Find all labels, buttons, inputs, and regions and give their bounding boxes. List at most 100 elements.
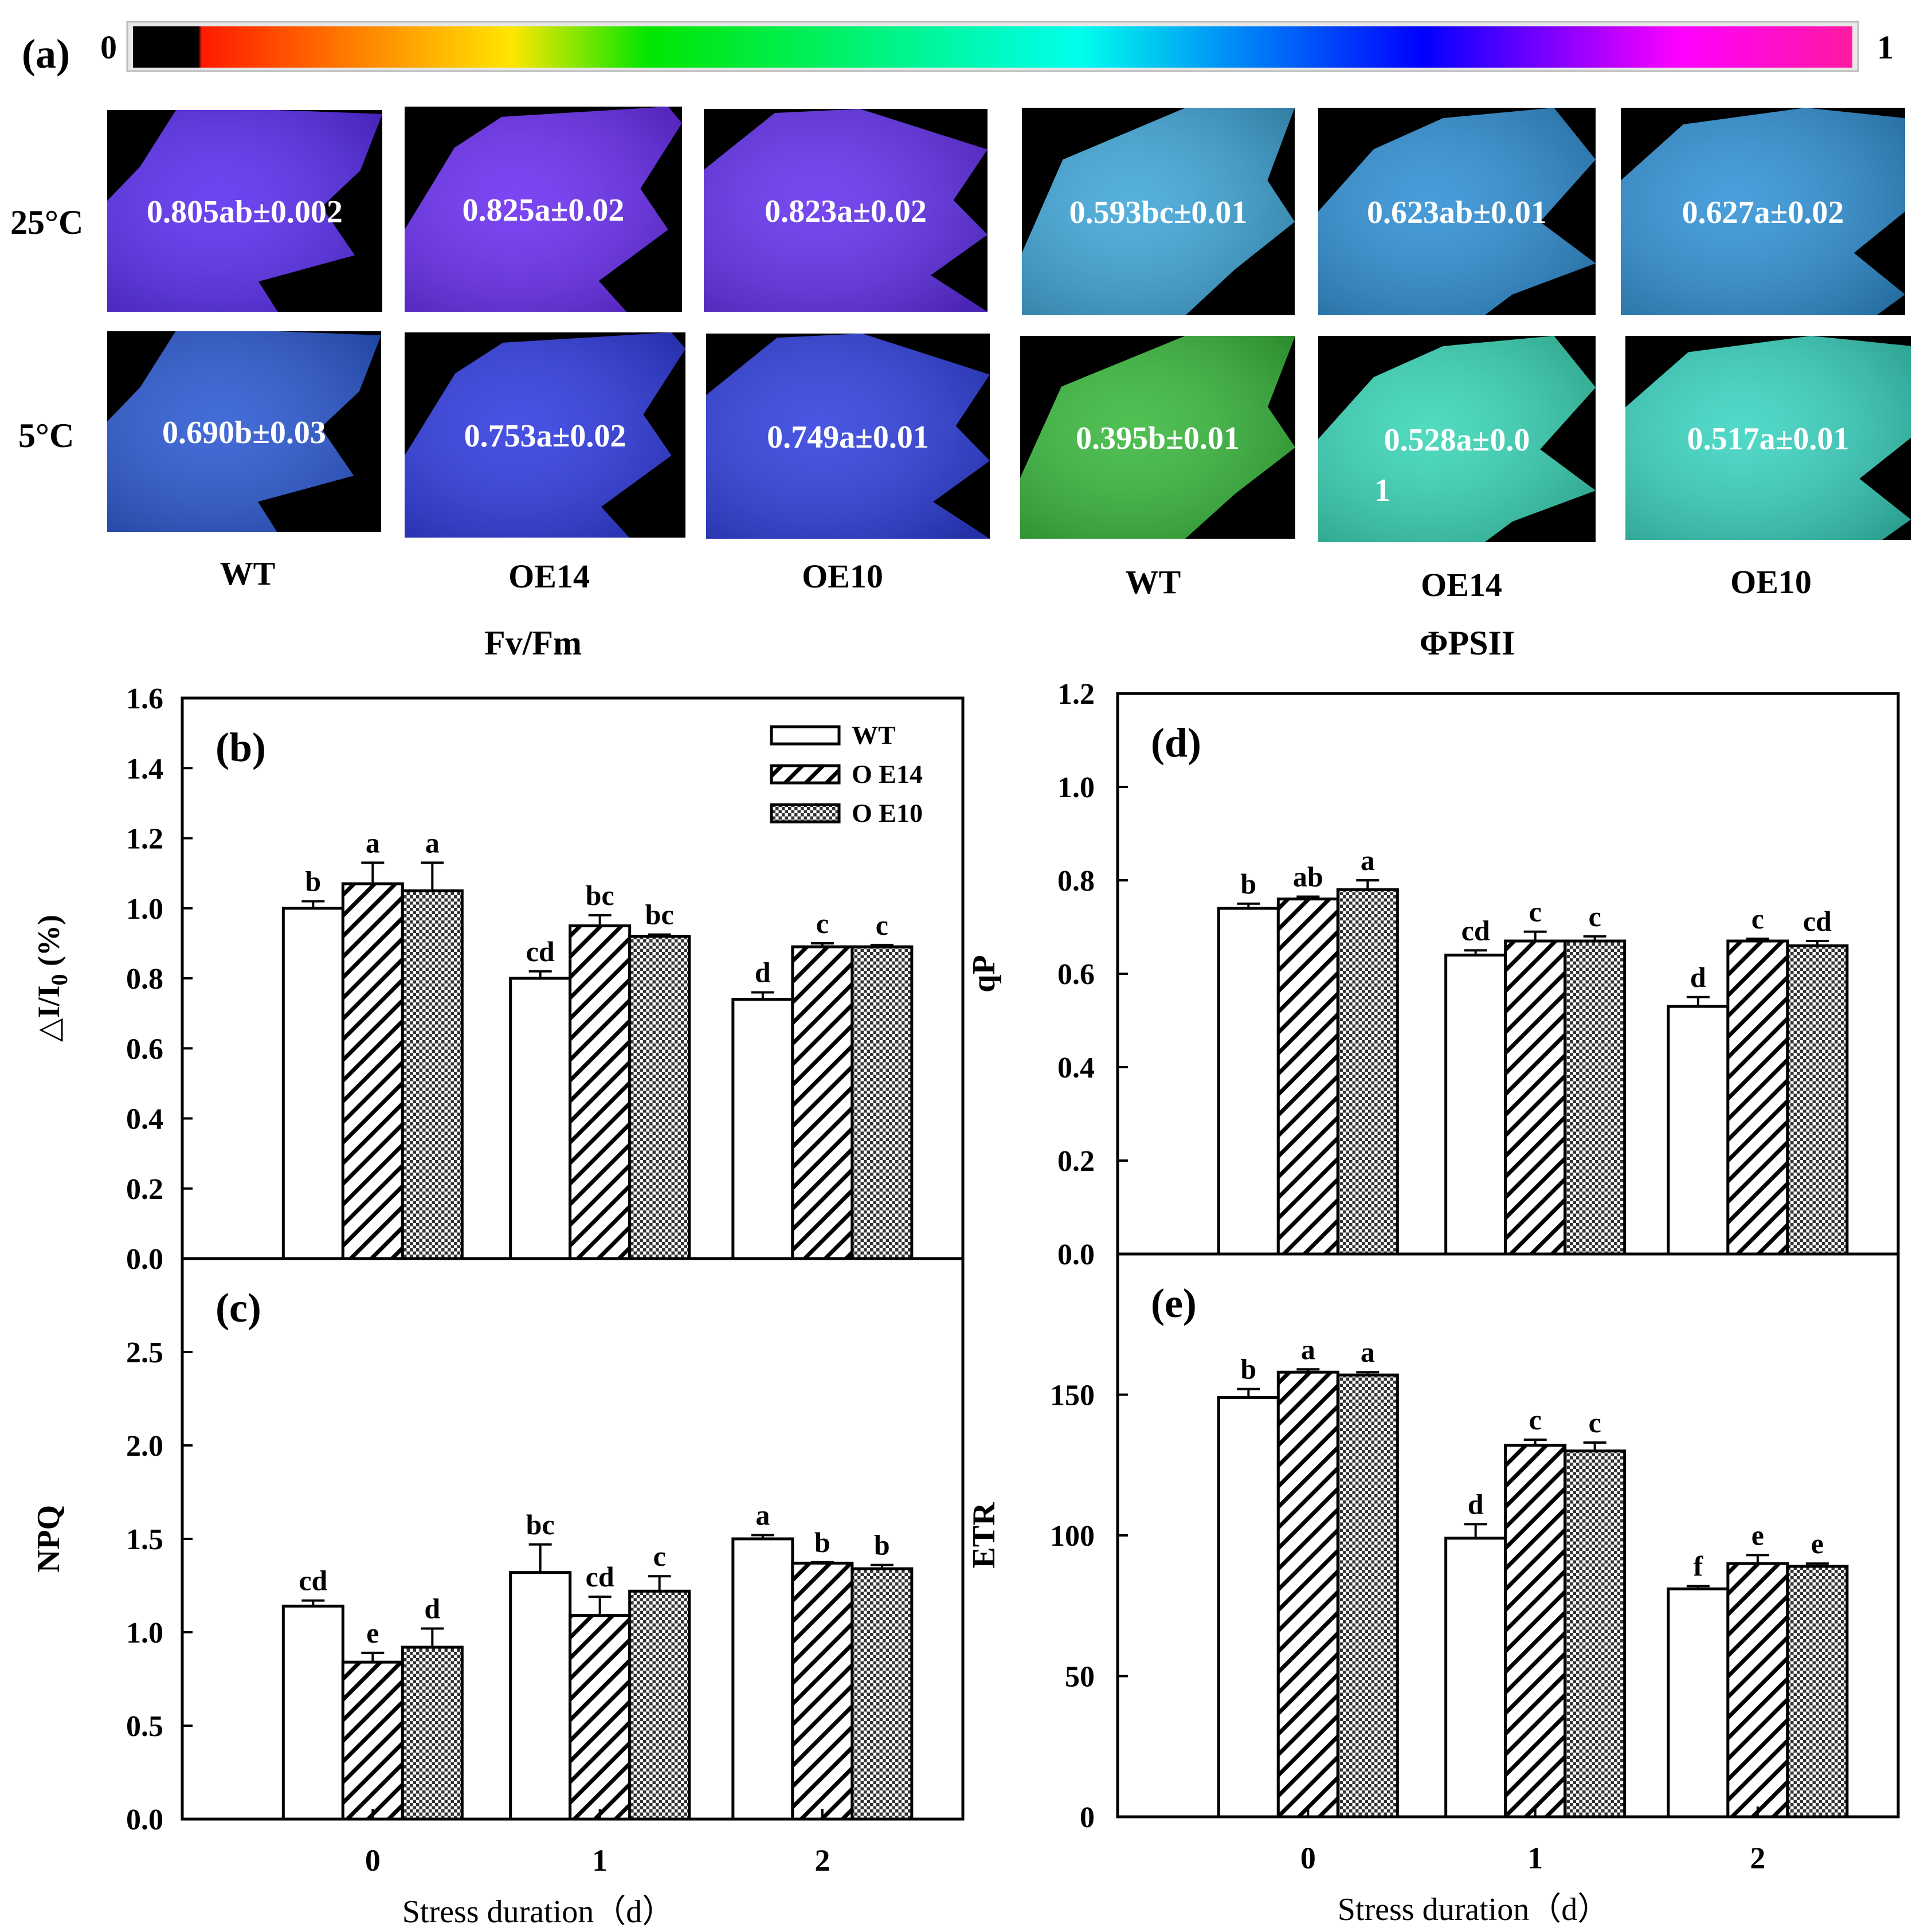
significance-letter: cd — [1461, 914, 1490, 946]
bar-oe10-day2 — [851, 1567, 914, 1821]
x-tick-label: 2 — [1750, 1841, 1765, 1875]
significance-letter: c — [1529, 1404, 1542, 1436]
col-label-oe14-phipsii: OE14 — [1421, 566, 1502, 603]
y-tick-label: 2.0 — [126, 1430, 163, 1463]
leaf-value-label: 0.749a±0.01 — [767, 420, 929, 455]
bar-wt-day0 — [281, 1604, 344, 1821]
y-tick-label: 1.0 — [1057, 771, 1095, 804]
row-label-5c: 5°C — [18, 417, 74, 454]
y-axis-label-subscript: 0 — [46, 974, 72, 985]
significance-letter: c — [1589, 900, 1601, 932]
bar-oe10-day2 — [851, 945, 914, 1260]
panel-a-label: (a) — [22, 31, 70, 77]
leaf-image-phipsii-5-2: 0.517a±0.01 — [1625, 336, 1911, 540]
y-axis-label: △I/I0 (%) — [32, 915, 72, 1042]
bar-wt-day2 — [731, 1537, 794, 1821]
group-title-fvfm: Fv/Fm — [484, 624, 582, 662]
y-axis-label: qP — [966, 955, 1002, 992]
bar-oe14-day2 — [791, 945, 854, 1260]
bar-oe10-day0 — [401, 889, 464, 1260]
bar-oe14-day1 — [1504, 939, 1567, 1256]
y-tick-label: 0.2 — [1057, 1145, 1095, 1178]
bar-wt-day0 — [1217, 1396, 1280, 1819]
chart-panel-b: 0.0 0.2 0.4 0.6 0.8 1.0 1.2 1.4 1.6 △I/I0 (%) (b) b… — [32, 683, 965, 1276]
significance-letter: a — [1361, 1336, 1375, 1368]
y-tick-label: 0 — [1080, 1801, 1095, 1834]
y-tick-label: 0.6 — [1057, 958, 1095, 991]
colorbar: (a) 0 1 — [22, 21, 1894, 77]
leaf-shading — [1022, 108, 1295, 315]
significance-letter: a — [425, 826, 440, 859]
leaf-value-label: 0.690b±0.03 — [162, 415, 326, 450]
significance-letter: b — [1240, 1353, 1256, 1385]
panel-label: (c) — [215, 1285, 261, 1331]
bar-oe10-day0 — [1336, 1373, 1399, 1819]
y-tick-label: 1.2 — [126, 823, 163, 856]
leaf-image-fvfm-25-2: 0.823a±0.02 — [704, 109, 988, 312]
y-tick-label: 0.0 — [126, 1243, 163, 1276]
leaf-value-label: 0.528a±0.0 — [1384, 422, 1530, 458]
legend-label: O E14 — [852, 759, 923, 789]
bar-oe10-day1 — [1564, 1449, 1627, 1819]
bar-oe10-day1 — [1564, 939, 1627, 1256]
col-label-wt-phipsii: WT — [1126, 563, 1181, 601]
significance-letter: f — [1694, 1550, 1704, 1582]
bar-oe14-day1 — [1504, 1444, 1567, 1819]
legend-label: O E10 — [852, 798, 923, 828]
panel-label: (e) — [1151, 1280, 1197, 1326]
significance-letter: bc — [586, 879, 614, 911]
leaf-value-label: 0.805ab±0.002 — [147, 194, 343, 230]
significance-letter: cd — [299, 1565, 327, 1597]
leaf-image-phipsii-25-0: 0.593bc±0.01 — [1022, 108, 1295, 315]
leaf-value-label: 0.627a±0.02 — [1682, 195, 1844, 230]
leaf-shading — [704, 109, 988, 312]
significance-letter: c — [1589, 1406, 1601, 1439]
y-tick-label: 1.2 — [1057, 678, 1095, 711]
significance-letter: c — [1751, 903, 1764, 935]
significance-letter: b — [874, 1529, 890, 1561]
col-label-oe10-fvfm: OE10 — [802, 558, 883, 595]
significance-letter: d — [1690, 961, 1706, 993]
y-axis-label: ETR — [966, 1502, 1002, 1569]
leaf-image-grid: 25°C 5°C WT OE14 OE10 WT OE14 OE10 Fv/Fm… — [10, 107, 1911, 662]
leaf-shading — [107, 331, 381, 532]
significance-letter: b — [305, 865, 321, 898]
leaf-image-phipsii-5-0: 0.395b±0.01 — [1020, 336, 1295, 539]
panel-label: (d) — [1151, 720, 1201, 766]
group-title-phipsii: ΦPSII — [1420, 624, 1515, 662]
x-axis-label: Stress duration（d） — [1338, 1892, 1609, 1927]
bar-oe10-day0 — [401, 1645, 464, 1821]
y-tick-label: 0.8 — [126, 963, 163, 996]
bar-wt-day1 — [509, 977, 572, 1260]
y-tick-label: 1.4 — [126, 753, 163, 785]
y-tick-label: 0.4 — [126, 1103, 163, 1136]
row-label-25c: 25°C — [10, 203, 83, 241]
legend-swatch — [770, 764, 841, 785]
leaf-value-label: 0.825a±0.02 — [463, 193, 625, 228]
leaf-image-phipsii-25-1: 0.623ab±0.01 — [1318, 108, 1596, 315]
col-label-oe14-fvfm: OE14 — [508, 558, 590, 595]
y-tick-label: 0.8 — [1057, 865, 1095, 898]
leaf-shading — [405, 107, 682, 312]
bar-wt-day2 — [1667, 1587, 1730, 1819]
bar-oe10-day1 — [628, 935, 691, 1260]
significance-letter: c — [653, 1540, 666, 1572]
y-tick-label: 100 — [1050, 1520, 1095, 1553]
y-tick-label: 1.0 — [126, 1617, 163, 1649]
significance-letter: bc — [526, 1508, 555, 1541]
significance-letter: d — [755, 956, 771, 988]
significance-letter: cd — [526, 935, 555, 967]
panel-label: (b) — [215, 724, 266, 770]
significance-letter: e — [1811, 1527, 1824, 1559]
leaf-value-label: 0.823a±0.02 — [765, 194, 927, 229]
bar-oe14-day1 — [569, 1614, 632, 1821]
significance-letter: d — [1468, 1488, 1484, 1520]
leaf-shading — [1020, 336, 1295, 539]
significance-letter: c — [876, 909, 888, 941]
colorbar-gradient — [133, 26, 1852, 68]
y-tick-label: 0.2 — [126, 1173, 163, 1206]
bar-oe14-day1 — [569, 924, 632, 1260]
y-tick-label: 1.5 — [126, 1523, 163, 1556]
leaf-shading — [706, 334, 990, 539]
